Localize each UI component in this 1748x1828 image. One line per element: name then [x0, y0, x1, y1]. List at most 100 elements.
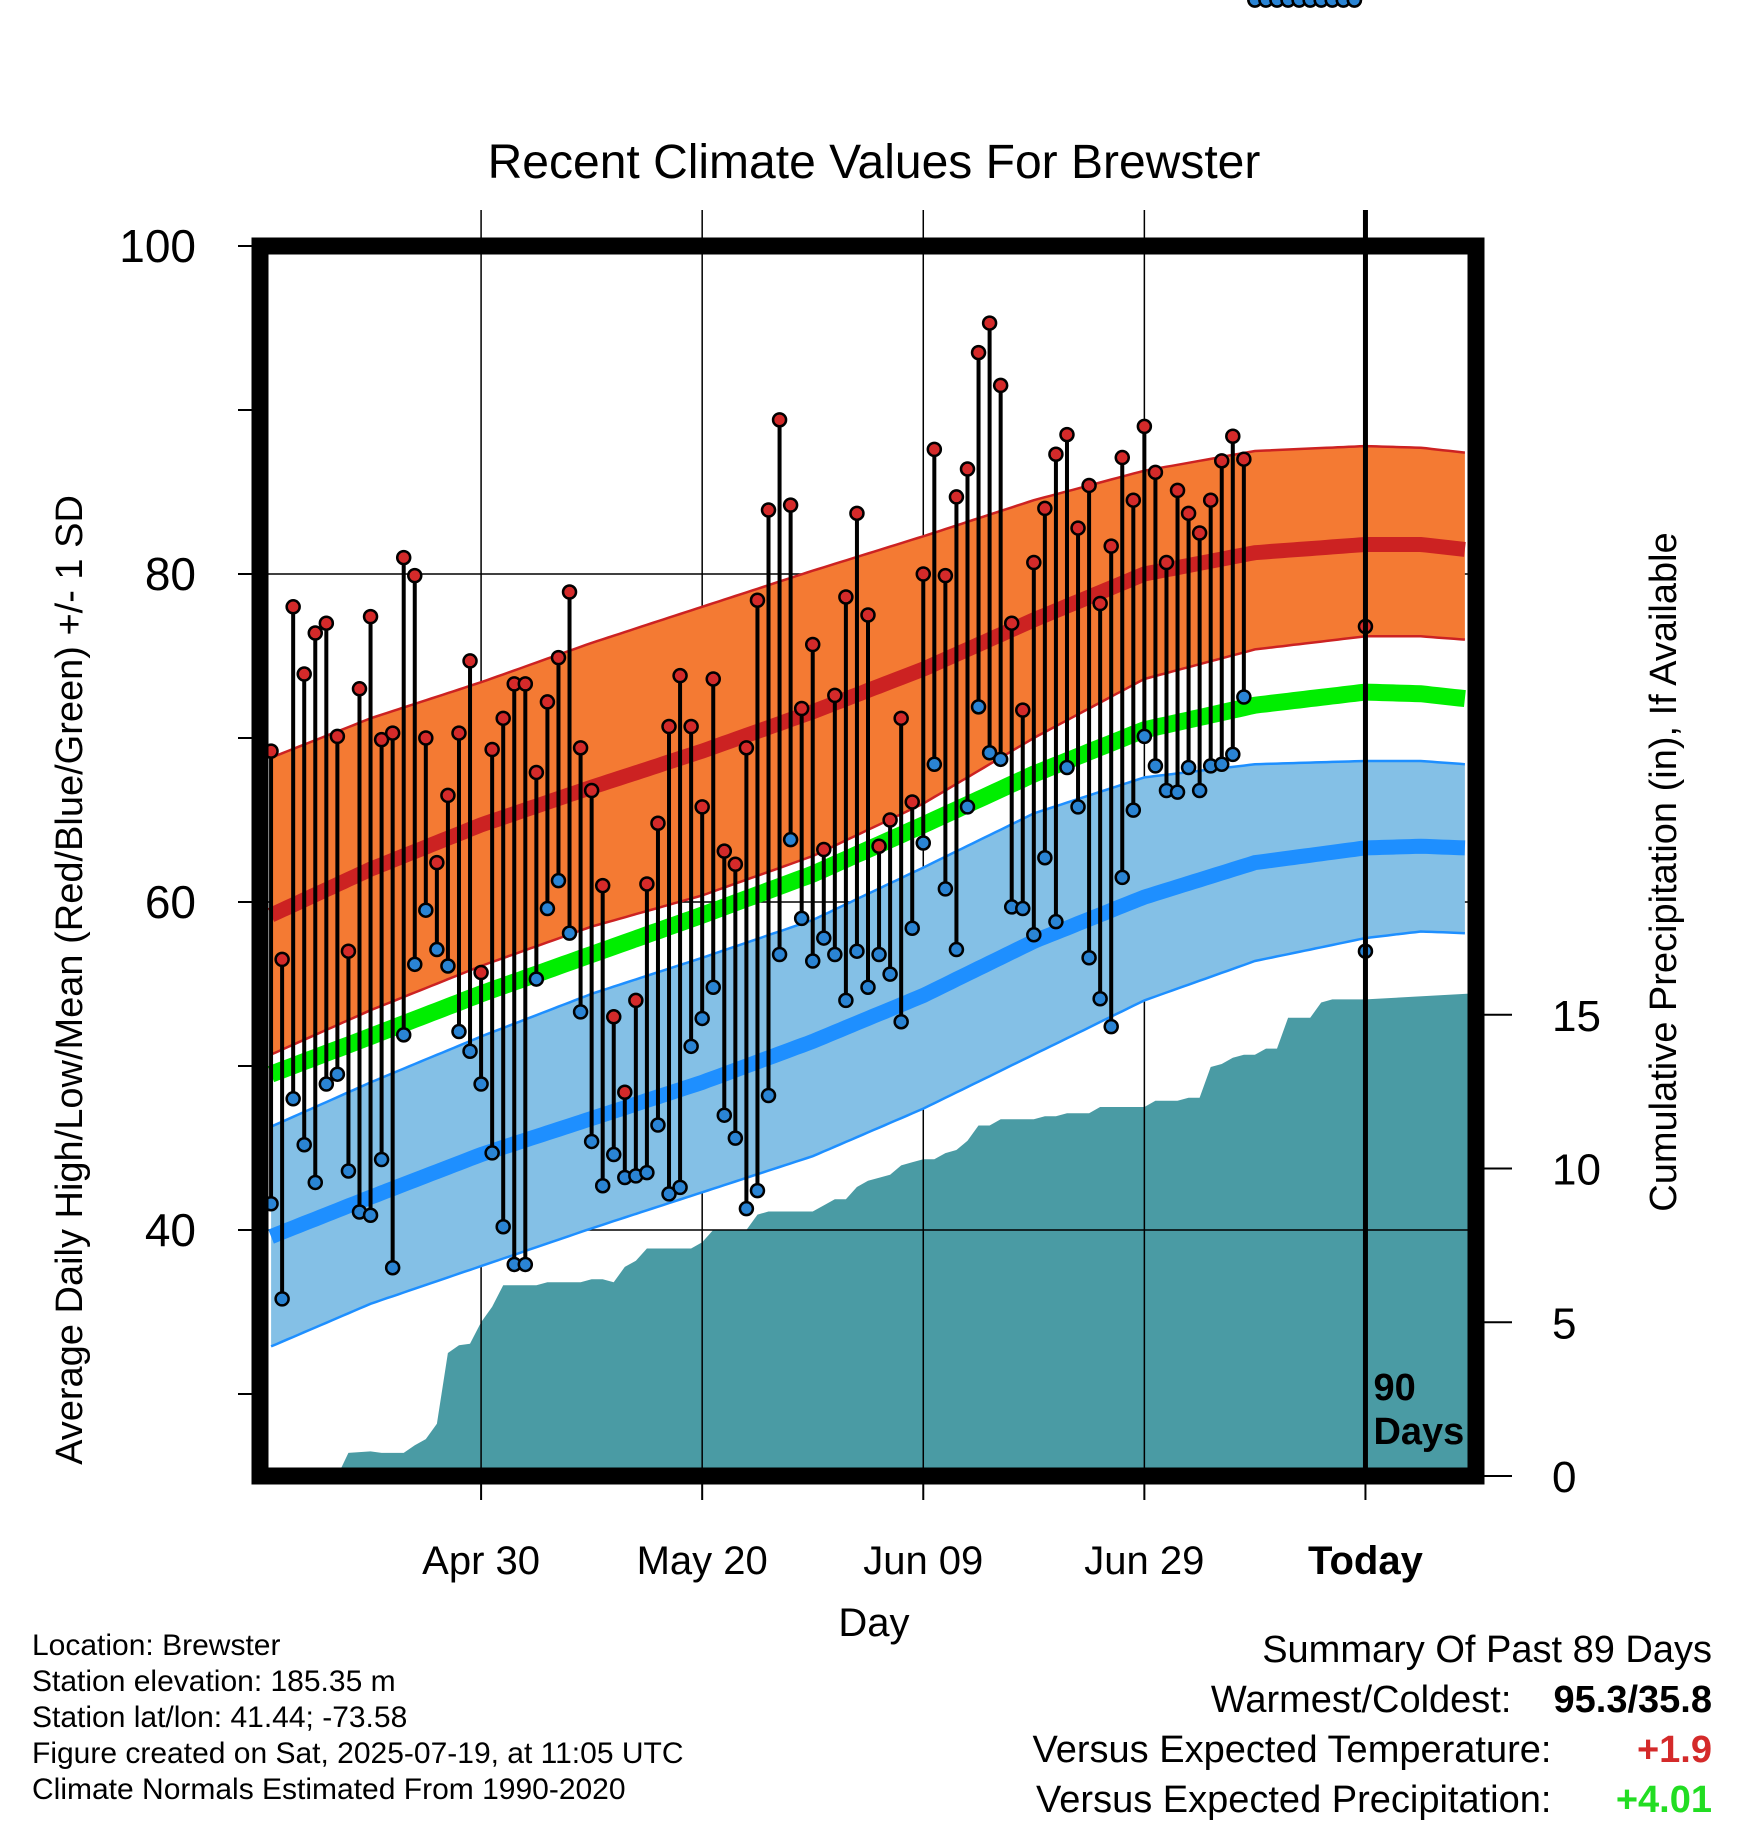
- low-point-73: [1070, 799, 1086, 815]
- high-point-10: [373, 731, 390, 748]
- low-point-44: [749, 1182, 766, 1199]
- high-point-79: [1136, 418, 1153, 435]
- low-point-19: [473, 1076, 489, 1092]
- warm-cold-value: 95.3/35.8: [1553, 1679, 1712, 1721]
- low-point-49: [804, 953, 821, 969]
- high-point-34: [639, 876, 655, 892]
- low-point-47: [782, 831, 799, 848]
- high-point-16: [440, 787, 456, 804]
- high-point-33: [628, 992, 644, 1009]
- high-point-48: [793, 700, 810, 717]
- low-point-92: [1280, 0, 1296, 8]
- high-point-88: [1236, 451, 1252, 467]
- high-point-37: [672, 667, 688, 684]
- latlon-text: Station lat/lon: 41.44; -73.58: [32, 1701, 408, 1734]
- low-point-10: [373, 1151, 390, 1168]
- high-point-1: [274, 951, 290, 968]
- low-point-79: [1136, 728, 1153, 745]
- low-point-43: [738, 1200, 755, 1217]
- precip-value: +4.01: [1615, 1779, 1712, 1821]
- high-point-87: [1225, 428, 1241, 444]
- low-point-14: [418, 902, 434, 918]
- high-point-72: [1059, 426, 1075, 443]
- high-point-53: [849, 505, 865, 522]
- x-tick-label-1: May 20: [637, 1539, 768, 1583]
- low-point-84: [1191, 782, 1208, 799]
- high-point-78: [1125, 492, 1142, 508]
- normals-text: Climate Normals Estimated From 1990-2020: [32, 1773, 626, 1806]
- high-point-20: [484, 741, 500, 758]
- high-point-26: [550, 649, 567, 666]
- low-point-23: [517, 1256, 534, 1273]
- high-point-76: [1103, 538, 1119, 554]
- low-point-46: [771, 946, 788, 963]
- low-point-20: [484, 1145, 500, 1161]
- low-point-83: [1180, 759, 1197, 776]
- low-point-34: [639, 1164, 655, 1181]
- low-point-90: [1258, 0, 1274, 8]
- low-point-66: [992, 751, 1009, 768]
- low-point-62: [948, 941, 965, 958]
- summary-precip-row: Versus Expected Precipitation: +4.01: [1033, 1775, 1712, 1825]
- x-tick-label-0: Apr 30: [422, 1539, 540, 1583]
- high-point-68: [1015, 702, 1031, 718]
- low-point-59: [915, 835, 932, 851]
- summary-panel: Summary Of Past 89 Days Warmest/Coldest:…: [1033, 1625, 1712, 1825]
- high-point-63: [959, 461, 976, 477]
- high-point-12: [395, 549, 412, 566]
- high-point-75: [1092, 595, 1108, 612]
- low-point-86: [1213, 756, 1230, 772]
- high-point-7: [340, 943, 357, 959]
- high-point-67: [1003, 615, 1020, 631]
- high-point-45: [760, 502, 777, 518]
- x-tick-label-4: Today: [1308, 1539, 1424, 1583]
- summary-temp-row: Versus Expected Temperature: +1.9: [1033, 1725, 1712, 1775]
- high-point-83: [1180, 505, 1197, 522]
- low-point-4: [307, 1174, 324, 1191]
- low-point-16: [440, 958, 456, 974]
- low-point-77: [1114, 869, 1131, 886]
- high-point-8: [351, 681, 368, 697]
- y-axis-label-right: Cumulative Precipitation (in), If Availa…: [1643, 532, 1685, 1211]
- high-point-30: [594, 877, 611, 894]
- high-point-82: [1169, 482, 1186, 499]
- low-point-93: [1291, 0, 1307, 8]
- station-info: Location: Brewster Station elevation: 18…: [32, 1628, 684, 1808]
- high-point-18: [462, 653, 478, 669]
- low-point-28: [572, 1004, 589, 1020]
- low-point-38: [683, 1038, 699, 1055]
- low-point-87: [1225, 746, 1241, 763]
- low-point-65: [981, 745, 998, 761]
- low-point-37: [672, 1179, 688, 1196]
- created-text: Figure created on Sat, 2025-07-19, at 11…: [32, 1737, 684, 1770]
- high-point-28: [572, 740, 589, 756]
- high-point-74: [1081, 477, 1097, 494]
- high-point-51: [827, 687, 843, 704]
- low-point-51: [827, 946, 843, 963]
- low-sd-band: [271, 761, 1465, 1347]
- high-point-52: [838, 589, 854, 605]
- high-point-36: [661, 718, 677, 735]
- low-normal-line: [268, 838, 1466, 1244]
- high-point-4: [307, 625, 324, 641]
- low-point-74: [1081, 950, 1097, 966]
- high-point-9: [362, 608, 379, 625]
- low-point-78: [1125, 802, 1142, 818]
- high-point-85: [1202, 492, 1219, 508]
- high-point-50: [816, 841, 832, 858]
- low-point-80: [1147, 758, 1164, 774]
- high-point-17: [451, 725, 467, 741]
- low-point-96: [1324, 0, 1341, 8]
- low-point-7: [340, 1163, 357, 1179]
- low-point-54: [860, 979, 876, 996]
- low-point-68: [1015, 900, 1031, 917]
- low-point-39: [694, 1010, 710, 1027]
- low-point-40: [705, 979, 721, 996]
- low-point-55: [871, 946, 887, 963]
- low-point-61: [937, 881, 954, 897]
- high-point-32: [617, 1084, 633, 1100]
- high-point-14: [418, 730, 434, 746]
- y-tick-label-100: 100: [119, 220, 196, 272]
- low-point-15: [429, 941, 445, 958]
- low-point-27: [561, 925, 578, 941]
